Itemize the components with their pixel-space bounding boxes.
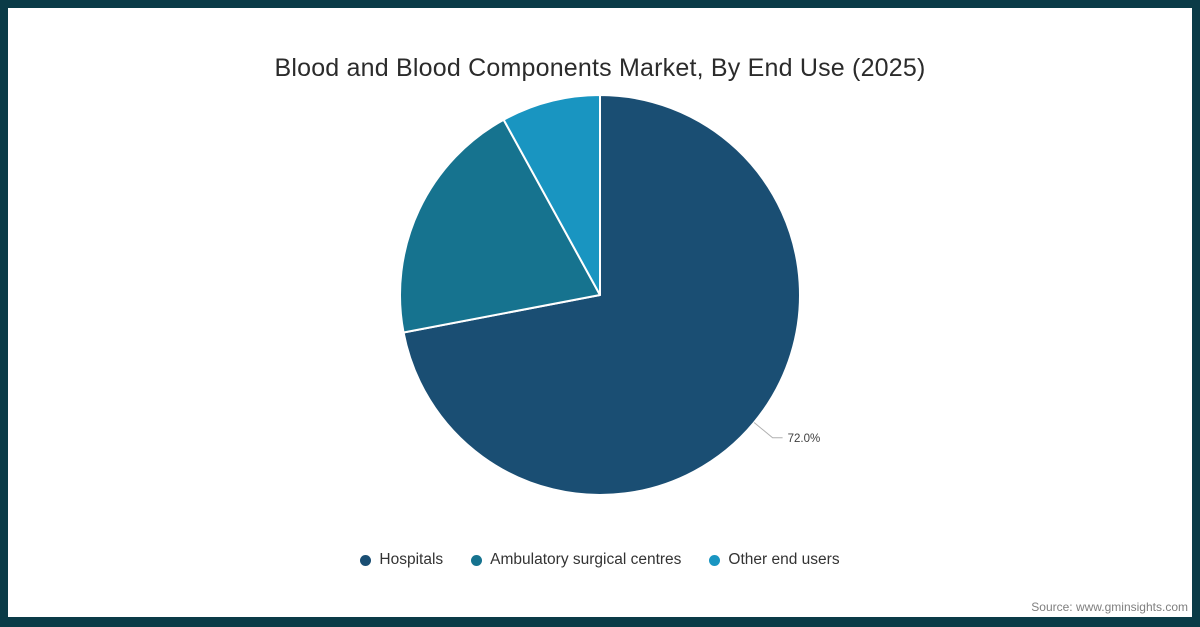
- chart-title: Blood and Blood Components Market, By En…: [274, 54, 926, 82]
- pie-chart: 72.0%: [399, 94, 821, 496]
- legend-dot-icon: [709, 554, 721, 566]
- pie-slice-ambulatory-surgical-centres: [399, 118, 601, 334]
- legend-item-other-end-users: Other end users: [709, 551, 840, 569]
- legend-label: Ambulatory surgical centres: [490, 551, 682, 568]
- legend-item-hospitals: Hospitals: [360, 551, 443, 569]
- data-label-leader-line: [753, 422, 783, 439]
- legend-item-ambulatory-surgical-centres: Ambulatory surgical centres: [471, 551, 681, 569]
- legend: Hospitals Ambulatory surgical centres Othe…: [0, 551, 1200, 569]
- pie-data-label: 72.0%: [788, 433, 821, 445]
- legend-label: Hospitals: [379, 551, 444, 568]
- pie-slice-hospitals: [402, 94, 801, 496]
- source-attribution: Source: www.gminsights.com: [1031, 600, 1188, 614]
- legend-label: Other end users: [728, 551, 840, 568]
- pie-slice-other-end-users: [502, 94, 601, 296]
- legend-dot-icon: [360, 554, 372, 566]
- legend-dot-icon: [471, 554, 483, 566]
- bottom-bar: [0, 617, 1200, 627]
